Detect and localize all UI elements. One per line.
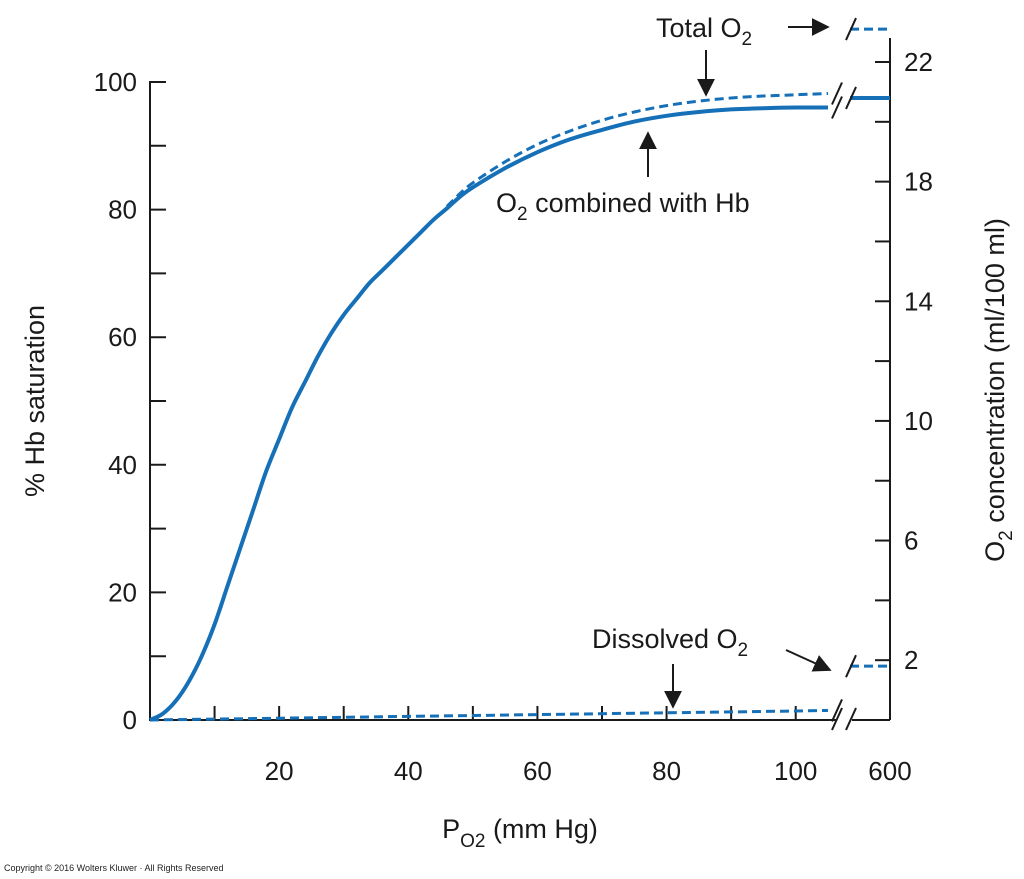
series-line-o2-combined-with-hb (149, 105, 829, 722)
series-break-mark (831, 699, 843, 722)
y-right-title-sub: 2 (996, 530, 1017, 541)
x-tick-label: 40 (394, 756, 423, 786)
annotation-total-main: Total O (656, 13, 742, 43)
y-left-tick-label: 80 (108, 195, 137, 225)
annotation-total-o2: Total O2 (656, 13, 830, 97)
y-right-tick-label: 2 (904, 645, 918, 675)
y-right-tick-label: 22 (904, 47, 933, 77)
x-title-main: P (442, 814, 460, 844)
x-axis-break-mark (831, 707, 843, 731)
y-left-tick-label: 60 (108, 322, 137, 352)
annotation-dissolved-main: Dissolved O (592, 624, 738, 654)
series-line-total-o2 (445, 92, 829, 208)
x-axis-break-mark (845, 707, 857, 731)
x-tick-label: 60 (523, 756, 552, 786)
annotation-total-sub: 2 (742, 29, 753, 50)
axes (149, 38, 891, 731)
y-right-tick-label: 10 (904, 406, 933, 436)
y-right-tick-label: 14 (904, 286, 933, 316)
y-right-title-main: O (980, 541, 1010, 562)
x-tick-label: 20 (265, 756, 294, 786)
series-break-mark (831, 82, 843, 105)
curves (149, 17, 890, 722)
y-left-tick-label: 20 (108, 577, 137, 607)
annotation-dissolved-arrow-right (785, 649, 832, 672)
x-tick-label: 80 (652, 756, 681, 786)
annotation-dissolved-o2: Dissolved O2 (592, 624, 832, 709)
y-right-title-suffix: concentration (ml/100 ml) (980, 218, 1010, 530)
x-title-sub: O2 (460, 831, 485, 852)
x-title-suffix: (mm Hg) (485, 814, 597, 844)
y-right-tick-label: 18 (904, 167, 933, 197)
series-break-mark (845, 17, 857, 41)
copyright-notice: Copyright © 2016 Wolters Kluwer · All Ri… (4, 863, 224, 873)
annotation-combined-hb: O2 combined with Hb (496, 131, 750, 225)
x-tick-label: 600 (868, 756, 911, 786)
annotation-combined-main: O (496, 188, 517, 218)
svg-text:Total O2: Total O2 (656, 13, 752, 50)
y-left-tick-label: 0 (123, 705, 137, 735)
svg-text:O2 combined with Hb: O2 combined with Hb (496, 188, 750, 225)
y-right-axis-title: O2 concentration (ml/100 ml) (980, 218, 1017, 562)
x-axis-title: PO2 (mm Hg) (442, 814, 598, 852)
y-left-tick-label: 100 (94, 67, 137, 97)
x-tick-label: 100 (774, 756, 817, 786)
y-left-tick-label: 40 (108, 450, 137, 480)
annotation-combined-sub: 2 (517, 204, 528, 225)
svg-text:Dissolved O2: Dissolved O2 (592, 624, 748, 661)
series-break-mark (845, 86, 857, 110)
series-break-mark (845, 654, 857, 678)
annotation-dissolved-sub: 2 (738, 640, 749, 661)
y-right-tick-label: 6 (904, 526, 918, 556)
series-break-mark (831, 96, 843, 119)
series-line-dissolved-o2 (149, 708, 829, 722)
annotation-combined-rest: combined with Hb (528, 188, 750, 218)
y-left-axis-title: % Hb saturation (20, 305, 50, 497)
